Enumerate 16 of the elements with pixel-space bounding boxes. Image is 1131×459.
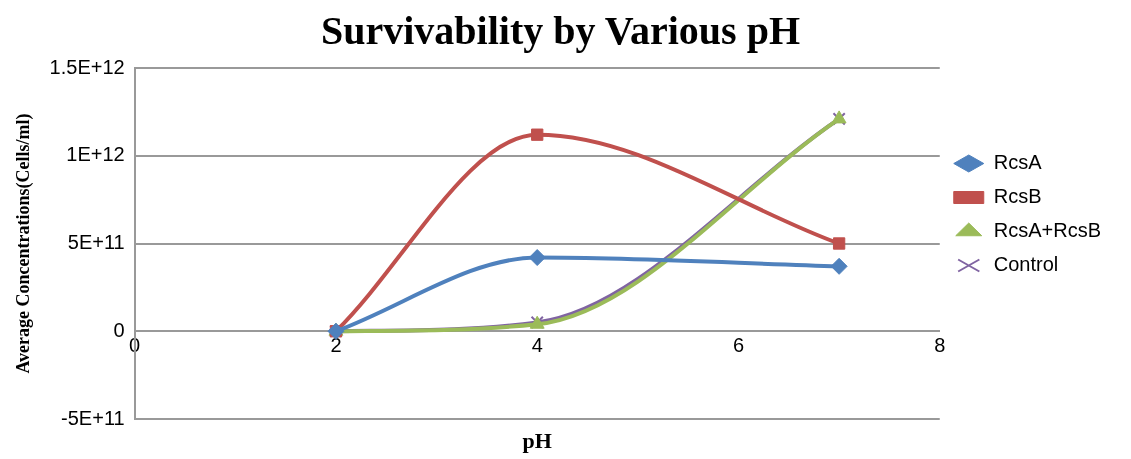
x-tick-label: 4 [531,333,543,356]
legend-label: RcsA+RcsB [993,219,1101,242]
x-tick-label: 2 [330,333,342,356]
legend-label: RcsA [993,151,1043,174]
x-tick-label: 8 [934,333,946,356]
y-tick-label: -5E+11 [61,406,125,429]
legend-label: RcsB [993,185,1042,208]
legend-label: Control [993,253,1059,276]
chart-title: Survivability by Various pH [320,8,801,54]
y-tick-label: 1.5E+12 [49,55,125,78]
y-tick-label: 0 [113,318,125,341]
y-tick-label: 5E+11 [67,231,125,254]
y-tick-label: 1E+12 [66,143,125,166]
y-axis-title: Average Concentrations(Cells/ml) [13,113,35,374]
x-tick-label: 6 [732,333,745,356]
x-axis-title: pH [522,427,552,453]
